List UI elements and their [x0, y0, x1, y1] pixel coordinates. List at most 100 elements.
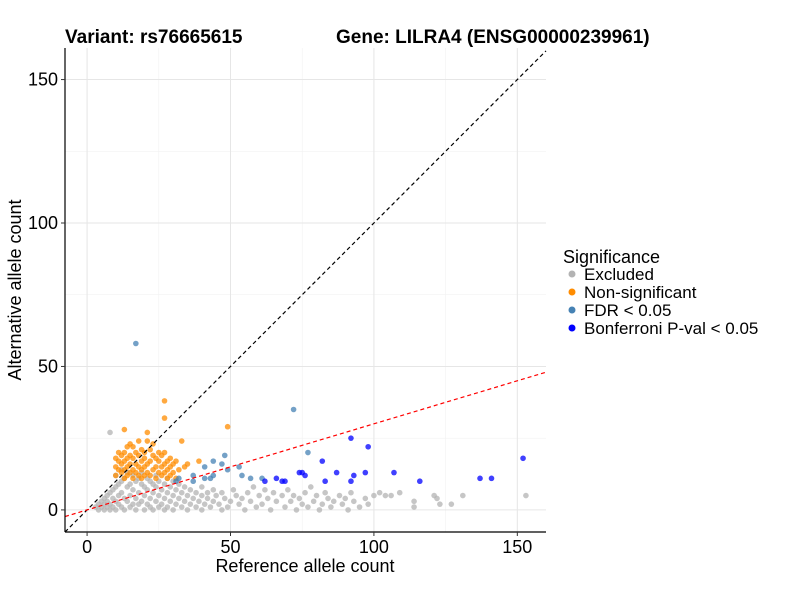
point-excluded: [199, 507, 205, 513]
point-excluded: [348, 489, 354, 496]
point-bonferroni-p-val-0-05: [348, 435, 354, 441]
point-non-significant: [135, 438, 142, 444]
point-excluded: [325, 495, 331, 502]
point-excluded: [130, 487, 136, 493]
point-excluded: [210, 498, 217, 505]
point-excluded: [247, 498, 254, 505]
point-excluded: [181, 498, 188, 505]
legend-key-1: [568, 288, 576, 296]
point-fdr-0-05: [176, 475, 182, 482]
point-excluded: [199, 492, 205, 499]
point-excluded: [153, 498, 159, 505]
point-non-significant: [164, 475, 171, 482]
point-non-significant: [158, 472, 165, 479]
point-excluded: [239, 495, 245, 502]
chart-title-variant: Variant: rs76665615: [65, 27, 243, 48]
point-excluded: [224, 504, 231, 510]
point-excluded: [236, 501, 242, 507]
point-bonferroni-p-val-0-05: [365, 443, 371, 450]
point-non-significant: [158, 464, 165, 470]
point-fdr-0-05: [207, 475, 214, 482]
point-excluded: [448, 501, 455, 507]
point-excluded: [345, 507, 351, 513]
point-bonferroni-p-val-0-05: [351, 472, 357, 479]
point-excluded: [161, 495, 168, 502]
point-fdr-0-05: [236, 464, 242, 470]
point-excluded: [127, 481, 133, 487]
point-excluded: [184, 492, 191, 499]
point-non-significant: [158, 452, 165, 459]
point-excluded: [199, 484, 205, 490]
point-non-significant: [181, 464, 188, 470]
reference-line-identity: [64, 50, 547, 533]
point-fdr-0-05: [239, 472, 245, 479]
point-excluded: [460, 492, 466, 499]
point-excluded: [170, 507, 176, 513]
point-excluded: [196, 498, 202, 505]
x-tick-label: 150: [502, 537, 532, 557]
point-fdr-0-05: [201, 464, 208, 470]
y-tick-label: 100: [28, 213, 58, 233]
point-excluded: [221, 495, 228, 502]
y-tick-label: 50: [38, 356, 58, 376]
point-excluded: [273, 498, 280, 505]
point-excluded: [313, 492, 320, 499]
point-excluded: [285, 487, 291, 493]
point-non-significant: [150, 466, 156, 473]
point-excluded: [293, 507, 300, 513]
point-excluded: [158, 501, 165, 507]
point-non-significant: [153, 475, 159, 482]
point-non-significant: [130, 455, 136, 462]
point-excluded: [170, 492, 176, 499]
point-excluded: [164, 504, 171, 510]
point-excluded: [184, 507, 191, 513]
point-excluded: [141, 492, 148, 499]
x-tick-label: 100: [359, 537, 389, 557]
point-excluded: [411, 504, 417, 510]
point-non-significant: [124, 443, 131, 450]
point-non-significant: [138, 475, 145, 482]
point-excluded: [328, 504, 334, 510]
point-excluded: [176, 495, 182, 502]
y-axis-label: Alternative allele count: [5, 199, 25, 380]
point-excluded: [121, 507, 128, 513]
point-excluded: [130, 501, 136, 507]
point-excluded: [193, 489, 199, 496]
point-excluded: [267, 507, 274, 513]
point-non-significant: [144, 429, 151, 436]
point-excluded: [244, 489, 251, 496]
point-excluded: [262, 487, 268, 493]
point-non-significant: [161, 398, 168, 404]
point-excluded: [167, 498, 174, 505]
point-non-significant: [118, 452, 125, 459]
legend-item-label: FDR < 0.05: [584, 301, 671, 320]
point-fdr-0-05: [190, 472, 197, 479]
point-excluded: [107, 429, 113, 436]
point-excluded: [365, 501, 371, 507]
point-excluded: [135, 489, 142, 496]
point-excluded: [279, 492, 285, 499]
point-excluded: [187, 487, 194, 493]
point-excluded: [173, 501, 179, 507]
point-excluded: [382, 492, 389, 499]
legend-title: Significance: [563, 247, 660, 267]
points-layer: [92, 340, 529, 513]
point-excluded: [118, 489, 125, 496]
x-tick-label: 0: [82, 537, 92, 557]
x-tick-label: 50: [220, 537, 240, 557]
legend-key-3: [568, 324, 576, 332]
y-tick-label: 0: [48, 500, 58, 520]
point-fdr-0-05: [219, 461, 225, 467]
point-non-significant: [118, 469, 125, 476]
point-excluded: [201, 501, 208, 507]
point-non-significant: [138, 458, 145, 464]
point-fdr-0-05: [221, 452, 228, 459]
point-bonferroni-p-val-0-05: [333, 469, 340, 476]
point-bonferroni-p-val-0-05: [348, 478, 354, 485]
point-bonferroni-p-val-0-05: [416, 478, 423, 485]
point-non-significant: [130, 475, 136, 482]
point-fdr-0-05: [247, 475, 254, 482]
point-non-significant: [196, 458, 202, 464]
point-bonferroni-p-val-0-05: [322, 478, 328, 485]
point-non-significant: [130, 443, 136, 450]
